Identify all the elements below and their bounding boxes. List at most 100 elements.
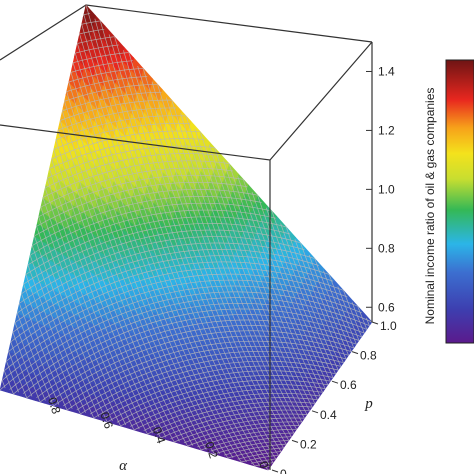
p-tick-mark [291, 439, 299, 443]
mesh-line [185, 115, 305, 419]
p-tick-mark [351, 351, 359, 355]
mesh-line [9, 297, 370, 390]
mesh-line [77, 36, 115, 44]
alpha-tick-label: 0.8 [45, 395, 64, 416]
mesh-line [165, 97, 297, 430]
mesh-line [76, 350, 344, 411]
mesh-line [49, 138, 205, 169]
mesh-line [25, 216, 287, 275]
mesh-line [49, 168, 153, 434]
mesh-line [197, 428, 297, 448]
p-tick-label: 0.8 [360, 349, 377, 363]
mesh-line [171, 99, 300, 426]
mesh-line [210, 436, 292, 452]
mesh-line [44, 187, 140, 430]
mesh-line [42, 160, 230, 198]
mesh-line [1, 285, 362, 381]
mesh-line [357, 306, 368, 330]
z-tick-label: 1.4 [378, 64, 395, 78]
mesh-line [57, 130, 180, 442]
mesh-line [70, 72, 221, 454]
p-tick-label: 1.0 [380, 319, 397, 333]
mesh-line [19, 303, 60, 405]
mesh-line [79, 33, 247, 463]
mesh-line [242, 179, 326, 389]
mesh-line [16, 242, 315, 314]
p-tick-label: 0 [280, 467, 287, 474]
surface-plot [0, 4, 373, 471]
mesh-line [351, 302, 365, 334]
mesh-line [300, 242, 347, 360]
mesh-line [223, 160, 318, 400]
mesh-line [53, 149, 167, 438]
mesh-line [10, 341, 33, 397]
mesh-line [89, 360, 339, 415]
mesh-line [156, 405, 313, 435]
mesh-line [74, 53, 234, 459]
mesh-line [55, 115, 187, 141]
mesh-line [214, 147, 316, 404]
mesh-line [10, 261, 334, 343]
mesh-line [14, 249, 319, 323]
colorbar: Nominal income ratio of oil & gas compan… [423, 59, 474, 344]
mesh-line [224, 443, 287, 456]
mesh-line [29, 202, 272, 256]
mesh-line [280, 223, 339, 371]
mesh-line [337, 286, 360, 341]
mesh-line [237, 451, 282, 460]
mesh-line [19, 236, 305, 304]
mesh-line [51, 130, 201, 160]
mesh-line [143, 397, 318, 431]
mesh-line [66, 91, 207, 450]
mesh-line [32, 196, 262, 246]
mesh-line [6, 273, 348, 362]
mesh-line [49, 330, 354, 403]
mesh-line [271, 210, 336, 374]
box-back-edges [0, 4, 373, 61]
mesh-line [1, 380, 6, 389]
colorbar-label: Nominal income ratio of oil & gas compan… [423, 88, 437, 325]
z-tick-label: 0.8 [378, 241, 395, 255]
mesh-line [31, 245, 100, 417]
mesh-line [183, 421, 302, 444]
mesh-line [308, 254, 349, 356]
mesh-line [85, 4, 269, 471]
alpha-axis: 0 0.2 0.4 0.6 0.8 [45, 395, 272, 470]
mesh-line [250, 458, 276, 464]
p-tick-mark [271, 469, 279, 473]
alpha-tick-label: 0.4 [150, 425, 169, 446]
mesh-line [170, 413, 308, 440]
mesh-line [99, 20, 274, 463]
mesh-line [27, 264, 86, 413]
z-axis: 0.6 0.8 1.0 1.2 1.4 [366, 64, 395, 314]
mesh-line [75, 44, 119, 54]
mesh-line [137, 65, 287, 445]
mesh-line [53, 123, 191, 150]
p-axis-label: p [364, 396, 373, 412]
mesh-line [142, 68, 290, 441]
mesh-line [4, 279, 358, 372]
mesh-line [180, 113, 303, 423]
alpha-axis-label: α [119, 458, 128, 474]
mesh-line [70, 60, 133, 73]
mesh-line [68, 68, 144, 83]
mesh-line [6, 361, 19, 393]
mesh-line [323, 270, 355, 349]
mesh-line [328, 274, 357, 345]
mesh-line [14, 322, 46, 401]
mesh-line [343, 290, 362, 337]
mesh-line [36, 319, 360, 399]
mesh-line [40, 207, 127, 426]
mesh-line [27, 209, 276, 266]
mesh-line [228, 163, 321, 397]
mesh-line [47, 145, 215, 179]
mesh-line [60, 99, 172, 121]
mesh-line [116, 379, 328, 423]
mesh-line [108, 34, 277, 460]
p-tick-label: 0.4 [320, 408, 337, 422]
z-tick-label: 1.0 [378, 182, 395, 196]
mesh-line [64, 83, 158, 102]
mesh-line [66, 76, 148, 92]
mesh-line [314, 258, 352, 352]
